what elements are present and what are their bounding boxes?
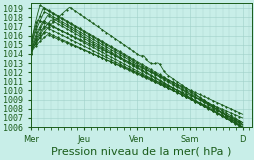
X-axis label: Pression niveau de la mer( hPa ): Pression niveau de la mer( hPa ) <box>51 147 231 156</box>
